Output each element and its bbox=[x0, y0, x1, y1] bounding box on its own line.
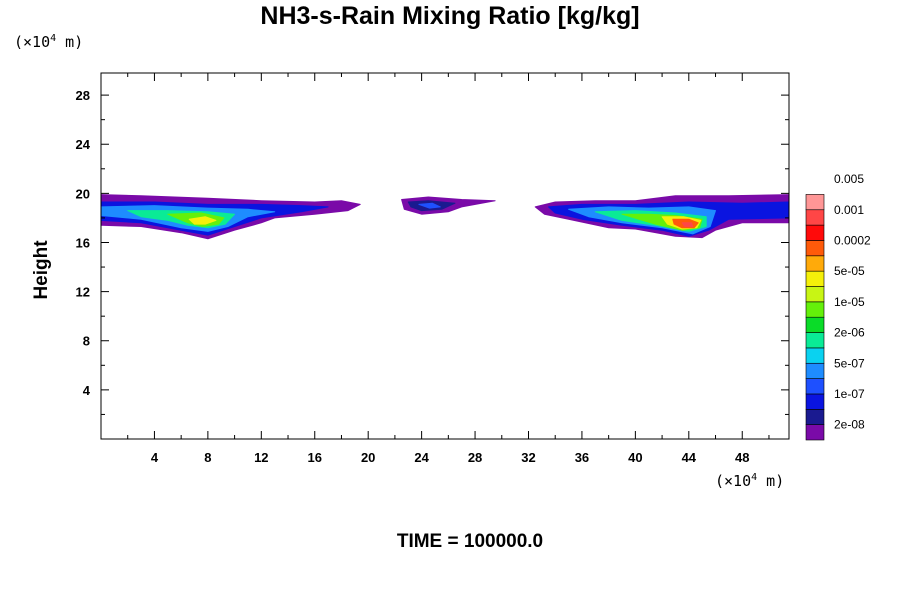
colorbar-swatch bbox=[805, 194, 825, 211]
colorbar-label: 1e-07 bbox=[834, 387, 865, 401]
colorbar-swatch bbox=[805, 408, 825, 425]
right-cloud bbox=[534, 194, 790, 239]
x-tick-label: 28 bbox=[468, 450, 482, 465]
colorbar: 2e-08 1e-07 5e-07 2e-06 1e-05 5e-05 0.0002 0.00… bbox=[805, 172, 871, 441]
contour-level bbox=[188, 216, 217, 225]
colorbar-swatch bbox=[805, 255, 825, 272]
x-tick-label: 8 bbox=[204, 450, 211, 465]
y-tick-label: 12 bbox=[76, 285, 90, 300]
y-tick-label: 4 bbox=[83, 383, 91, 398]
colorbar-swatch bbox=[805, 332, 825, 349]
y-tick-label: 16 bbox=[76, 235, 90, 250]
colorbar-swatch bbox=[805, 362, 825, 379]
colorbar-label: 0.001 bbox=[834, 203, 864, 217]
colorbar-label: 1e-05 bbox=[834, 295, 865, 309]
contour-level bbox=[418, 202, 441, 209]
x-tick-label: 48 bbox=[735, 450, 749, 465]
x-tick-label: 40 bbox=[628, 450, 642, 465]
colorbar-swatch bbox=[805, 240, 825, 257]
contour-level bbox=[681, 222, 694, 227]
left-cloud bbox=[100, 194, 361, 240]
y-tick-label: 8 bbox=[83, 334, 90, 349]
mixing-ratio-field bbox=[100, 194, 790, 240]
y-tick-label: 28 bbox=[76, 88, 90, 103]
x-tick-label: 36 bbox=[575, 450, 589, 465]
colorbar-label: 2e-08 bbox=[834, 418, 865, 432]
colorbar-swatch bbox=[805, 224, 825, 241]
x-tick-label: 24 bbox=[414, 450, 429, 465]
colorbar-label: 5e-05 bbox=[834, 264, 865, 278]
colorbar-swatch bbox=[805, 301, 825, 318]
y-tick-label: 24 bbox=[76, 137, 91, 152]
x-axis-unit: (×104 m) bbox=[715, 472, 785, 490]
y-tick-label: 20 bbox=[76, 186, 90, 201]
colorbar-swatch bbox=[805, 378, 825, 395]
colorbar-label: 0.0002 bbox=[834, 233, 871, 247]
colorbar-swatch bbox=[805, 270, 825, 287]
y-axis-unit: (×104 m) bbox=[14, 33, 84, 51]
x-tick-label: 16 bbox=[308, 450, 322, 465]
x-tick-label: 12 bbox=[254, 450, 268, 465]
colorbar-swatch bbox=[805, 286, 825, 303]
colorbar-label: 2e-06 bbox=[834, 326, 865, 340]
colorbar-swatch bbox=[805, 393, 825, 410]
x-tick-label: 32 bbox=[521, 450, 535, 465]
colorbar-swatch bbox=[805, 424, 825, 441]
plot-frame bbox=[100, 72, 790, 440]
x-tick-label: 4 bbox=[151, 450, 159, 465]
colorbar-label: 5e-07 bbox=[834, 356, 865, 370]
x-tick-label: 20 bbox=[361, 450, 375, 465]
chart-title: NH3-s-Rain Mixing Ratio [kg/kg] bbox=[260, 2, 640, 30]
time-label: TIME = 100000.0 bbox=[396, 531, 544, 552]
colorbar-swatch bbox=[805, 316, 825, 333]
center-cloud bbox=[401, 196, 496, 215]
colorbar-label: 0.005 bbox=[834, 172, 864, 186]
colorbar-swatch bbox=[805, 209, 825, 226]
x-tick-label: 44 bbox=[682, 450, 697, 465]
colorbar-swatch bbox=[805, 347, 825, 364]
